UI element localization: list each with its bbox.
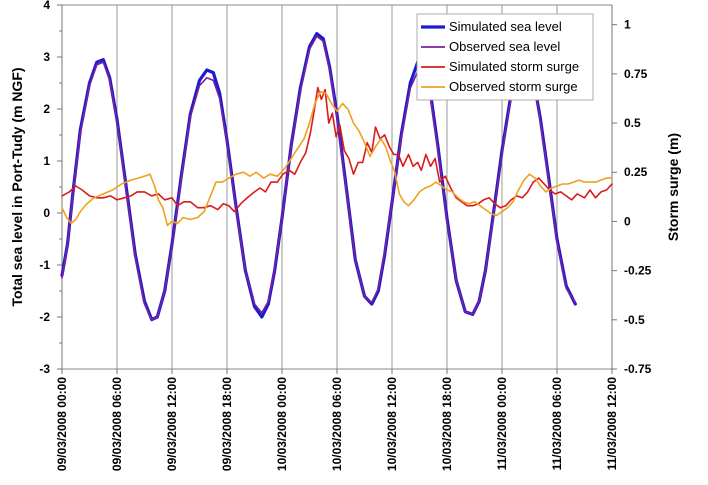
left-tick-label: -1: [39, 258, 50, 272]
series-layer: [60, 31, 613, 322]
left-axis-ticks: -3 -2 -1 0 1 2 3 4: [39, 0, 62, 376]
left-axis-title: Total sea level in Port-Tudy (m NGF): [9, 67, 25, 306]
legend-label-simulated-sea-level: Simulated sea level: [449, 19, 562, 34]
left-tick-label: 0: [43, 206, 50, 220]
x-tick-label: 09/03/2008 18:00: [220, 377, 234, 471]
x-tick-label: 11/03/2008 00:00: [495, 377, 509, 471]
x-tick-label: 11/03/2008 12:00: [605, 377, 619, 471]
right-tick-label: 1: [624, 18, 631, 32]
right-axis-title: Storm surge (m): [665, 133, 681, 241]
left-tick-label: -3: [39, 362, 50, 376]
right-tick-label: -0.5: [624, 313, 645, 327]
left-tick-label: 2: [43, 102, 50, 116]
series-line-simulated-storm-surge: [61, 86, 613, 213]
left-tick-label: 4: [43, 0, 50, 12]
legend-label-observed-sea-level: Observed sea level: [449, 39, 560, 54]
legend-label-simulated-storm-surge: Simulated storm surge: [449, 59, 579, 74]
right-tick-label: 0.5: [624, 116, 641, 130]
x-tick-label: 11/03/2008 06:00: [550, 377, 564, 471]
x-tick-label: 09/03/2008 12:00: [165, 377, 179, 471]
x-axis-ticks: 09/03/2008 00:00 09/03/2008 06:00 09/03/20…: [55, 369, 619, 471]
right-tick-label: -0.75: [624, 362, 652, 376]
right-tick-label: 0.75: [624, 67, 648, 81]
x-tick-label: 10/03/2008 18:00: [440, 377, 454, 471]
right-tick-label: 0.25: [624, 165, 648, 179]
series-line-observed-sea-level: [61, 35, 577, 321]
x-tick-label: 10/03/2008 00:00: [275, 377, 289, 471]
legend: Simulated sea level Observed sea level S…: [416, 13, 594, 101]
right-tick-label: -0.25: [624, 264, 652, 278]
right-tick-label: 0: [624, 214, 631, 228]
right-axis-ticks: -0.75 -0.5 -0.25 0 0.25 0.5 0.75 1: [612, 18, 652, 376]
x-tick-label: 10/03/2008 12:00: [385, 377, 399, 471]
left-tick-label: 3: [43, 50, 50, 64]
left-tick-label: 1: [43, 154, 50, 168]
series-line-observed-storm-surge: [61, 90, 613, 227]
x-tick-label: 09/03/2008 06:00: [110, 377, 124, 471]
legend-label-observed-storm-surge: Observed storm surge: [449, 79, 578, 94]
left-tick-label: -2: [39, 310, 50, 324]
legend-box: [416, 13, 594, 101]
x-tick-label: 09/03/2008 00:00: [55, 377, 69, 471]
x-tick-label: 10/03/2008 06:00: [330, 377, 344, 471]
